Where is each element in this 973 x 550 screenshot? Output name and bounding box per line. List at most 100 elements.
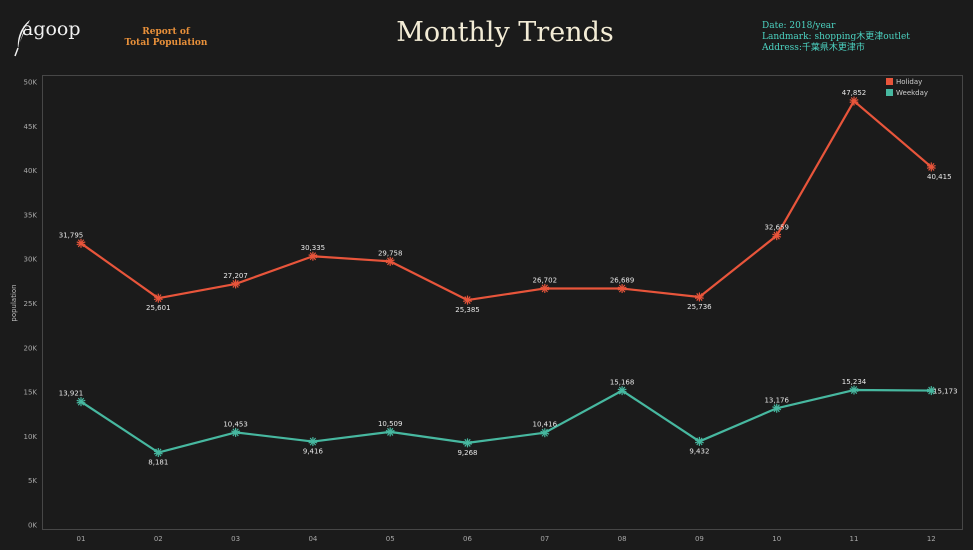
data-point-holiday — [231, 279, 241, 289]
point-marker-stroke — [232, 428, 239, 437]
data-label: 26,702 — [533, 276, 558, 284]
info-address: Address:千葉県木更津市 — [762, 43, 865, 53]
point-marker-stroke — [77, 397, 85, 406]
data-point-weekday — [463, 438, 472, 448]
data-point-weekday — [772, 403, 782, 413]
data-label: 31,795 — [59, 231, 84, 239]
y-tick-label: 35K — [24, 211, 38, 219]
series-line-holiday — [80, 99, 933, 302]
point-marker-stroke — [387, 427, 394, 436]
y-tick-label: 45K — [24, 123, 38, 131]
data-point-holiday — [76, 238, 86, 248]
data-label: 8,181 — [148, 459, 168, 467]
data-label: 10,453 — [223, 420, 248, 428]
data-point-holiday — [926, 162, 936, 172]
data-label: 15,173 — [933, 388, 958, 396]
data-point-holiday — [694, 292, 704, 302]
x-tick-label: 12 — [927, 535, 936, 543]
legend-swatch-weekday — [886, 89, 893, 96]
x-tick-label: 06 — [463, 535, 472, 543]
data-point-holiday — [153, 293, 163, 303]
point-marker-stroke — [309, 437, 317, 446]
data-label: 10,416 — [533, 421, 558, 429]
y-tick-label: 0K — [28, 522, 37, 530]
x-tick-label: 01 — [77, 535, 86, 543]
data-point-weekday — [385, 427, 395, 437]
logo-text: agoop — [22, 18, 81, 40]
y-tick-label: 20K — [24, 344, 38, 352]
data-point-weekday — [617, 386, 627, 396]
data-point-weekday — [926, 386, 936, 396]
data-label: 25,385 — [455, 306, 480, 314]
x-tick-label: 09 — [695, 535, 704, 543]
point-marker-stroke — [618, 284, 626, 293]
y-tick-label: 10K — [24, 433, 38, 441]
data-point-holiday — [849, 96, 859, 106]
data-label: 29,758 — [378, 249, 403, 257]
report-line-1: Report of — [142, 27, 190, 37]
point-marker-stroke — [696, 437, 703, 446]
point-marker-stroke — [618, 386, 626, 395]
quill-logo-icon — [14, 20, 30, 57]
point-marker-stroke — [541, 428, 548, 437]
point-marker-stroke — [77, 239, 85, 248]
point-marker-stroke — [696, 293, 703, 301]
data-label: 47,852 — [842, 89, 867, 97]
y-tick-label: 30K — [24, 256, 38, 264]
point-marker-stroke — [773, 404, 780, 413]
data-point-weekday — [849, 385, 859, 395]
data-point-weekday — [540, 428, 550, 438]
data-point-weekday — [153, 448, 163, 458]
data-label: 30,335 — [301, 244, 326, 252]
x-tick-label: 05 — [386, 535, 395, 543]
data-point-holiday — [617, 284, 627, 294]
data-point-holiday — [308, 251, 318, 261]
point-marker-stroke — [541, 284, 548, 293]
x-tick-label: 10 — [772, 535, 781, 543]
data-label: 9,432 — [689, 447, 709, 455]
point-marker-stroke — [928, 162, 935, 171]
point-marker-stroke — [232, 279, 239, 288]
point-marker-stroke — [155, 448, 162, 457]
point-marker-stroke — [309, 252, 317, 261]
data-label: 9,416 — [303, 448, 324, 456]
point-marker-stroke — [464, 296, 471, 305]
data-label: 9,268 — [457, 449, 477, 457]
point-marker-stroke — [850, 386, 858, 394]
series-line-weekday — [80, 388, 932, 454]
x-tick-label: 07 — [540, 535, 549, 543]
y-tick-label: 50K — [24, 79, 38, 87]
x-tick-label: 08 — [618, 535, 627, 543]
data-point-holiday — [540, 283, 550, 293]
data-label: 10,509 — [378, 420, 403, 428]
chart-frame — [42, 75, 963, 530]
data-label: 26,689 — [610, 277, 635, 285]
point-marker-stroke — [387, 257, 394, 266]
data-label: 15,234 — [842, 378, 867, 386]
y-tick-label: 25K — [24, 300, 38, 308]
point-marker-stroke — [464, 438, 471, 447]
legend-label-weekday: Weekday — [896, 89, 928, 97]
legend-label-holiday: Holiday — [896, 78, 922, 86]
data-label: 25,736 — [687, 303, 712, 311]
y-tick-label: 15K — [24, 389, 38, 397]
point-marker-stroke — [928, 386, 935, 395]
data-label: 15,168 — [610, 379, 635, 387]
data-point-weekday — [308, 437, 318, 447]
page-title: Monthly Trends — [396, 17, 614, 48]
data-label: 32,659 — [764, 224, 789, 232]
info-landmark: Landmark: shopping木更津outlet — [762, 32, 910, 42]
point-marker-stroke — [155, 294, 162, 303]
point-marker-stroke — [773, 231, 780, 240]
point-marker-stroke — [850, 97, 858, 105]
info-date: Date: 2018/year — [762, 21, 836, 31]
x-tick-label: 03 — [231, 535, 240, 543]
data-point-holiday — [463, 295, 472, 305]
data-label: 27,207 — [223, 272, 248, 280]
y-tick-label: 40K — [24, 167, 38, 175]
data-point-holiday — [772, 231, 782, 241]
info-block: Date: 2018/year Landmark: shopping木更津out… — [762, 21, 910, 54]
data-label: 13,176 — [764, 396, 789, 404]
x-tick-label: 04 — [308, 535, 317, 543]
report-label: Report of Total Population — [118, 27, 214, 49]
